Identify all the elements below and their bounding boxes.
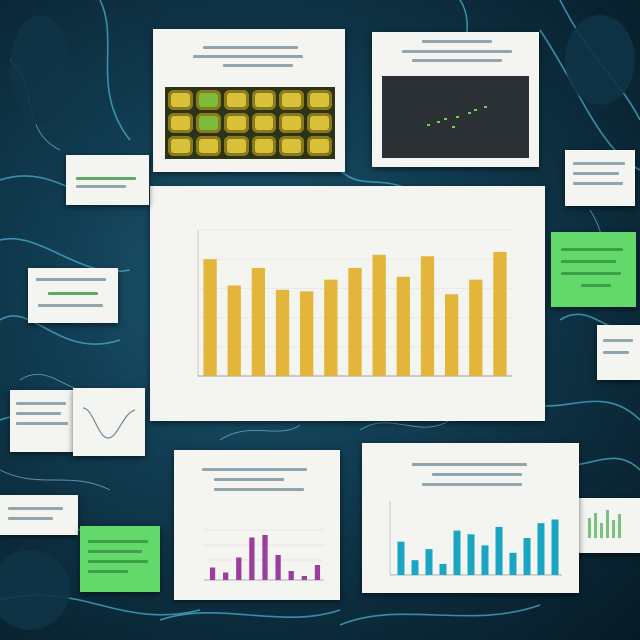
thumbnail-tile (307, 90, 332, 110)
thumbnail-tile (168, 90, 193, 110)
thumbnail-tile (195, 113, 221, 133)
main-chart-bar (493, 251, 507, 376)
mini-green-bars (588, 510, 621, 538)
purple-chart-bar (249, 537, 255, 580)
thumbnail-tile (168, 113, 193, 133)
main-chart-bar (203, 259, 217, 376)
bottom-right-chart-card (362, 443, 579, 593)
left-note-1 (66, 155, 149, 205)
main-chart-bar (469, 279, 483, 376)
thumbnail-tile (223, 113, 249, 133)
main-chart-bar (275, 289, 290, 376)
left-note-3 (10, 390, 75, 452)
teal-chart-bar (551, 519, 559, 575)
teal-chart-bar (495, 526, 503, 575)
left-note-5 (0, 495, 78, 535)
purple-chart-bar (301, 576, 307, 580)
main-chart-bar (396, 276, 410, 376)
purple-chart-bar (262, 535, 268, 580)
top-left-card (153, 29, 345, 172)
thumbnail-tile (195, 136, 221, 156)
teal-chart-bar (523, 538, 531, 575)
thumbnail-tile (279, 90, 305, 110)
thumbnail-grid (165, 87, 335, 159)
teal-chart-bar (411, 560, 419, 575)
bottom-left-chart-card (174, 450, 340, 600)
thumbnail-tile (168, 136, 193, 156)
main-chart-bar (444, 294, 459, 376)
thumbnail-tile (307, 136, 332, 156)
purple-chart-bar (209, 567, 216, 580)
teal-chart-bar (509, 552, 517, 575)
purple-chart-bar (223, 572, 229, 580)
thumbnail-tile (251, 113, 277, 133)
thumbnail-tile (279, 113, 305, 133)
main-bar-chart (197, 229, 512, 377)
thumbnail-tile (307, 113, 332, 133)
main-chart-bar (420, 256, 435, 376)
teal-chart-bar (397, 541, 405, 575)
green-sticky-note-right (551, 232, 636, 307)
teal-bar-chart (389, 501, 562, 576)
teal-chart-bar (439, 563, 447, 575)
thumbnail-tile (251, 136, 277, 156)
main-chart-bar (372, 254, 386, 376)
teal-chart-bar (467, 534, 475, 575)
teal-chart-bar (537, 523, 545, 575)
purple-bar-chart (204, 529, 324, 581)
thumbnail-tile (251, 90, 277, 110)
thumbnail-tile (195, 90, 221, 110)
teal-chart-bar (453, 530, 461, 575)
left-note-4 (73, 388, 145, 456)
right-note-1 (565, 150, 635, 206)
purple-chart-bar (236, 557, 242, 580)
main-chart-bar (348, 267, 362, 376)
top-right-card (372, 32, 539, 167)
teal-chart-bar (481, 545, 489, 575)
thumbnail-tile (223, 90, 249, 110)
thumbnail-tile (223, 136, 249, 156)
main-chart-bar (227, 285, 241, 376)
main-chart-bar (324, 279, 338, 376)
right-note-2 (597, 325, 640, 380)
mini-line-plot (82, 407, 136, 439)
purple-chart-bar (288, 571, 294, 580)
main-chart-bar (300, 291, 314, 376)
teal-chart-bar (425, 549, 433, 575)
thumbnail-tile (279, 136, 305, 156)
right-note-3 (578, 498, 640, 553)
main-chart-bar (251, 267, 266, 376)
green-sticky-note-left (80, 526, 160, 592)
main-chart-card (150, 186, 545, 421)
scatter-panel (382, 76, 529, 158)
purple-chart-bar (314, 565, 321, 580)
purple-chart-bar (275, 555, 281, 580)
left-note-2 (28, 268, 118, 323)
